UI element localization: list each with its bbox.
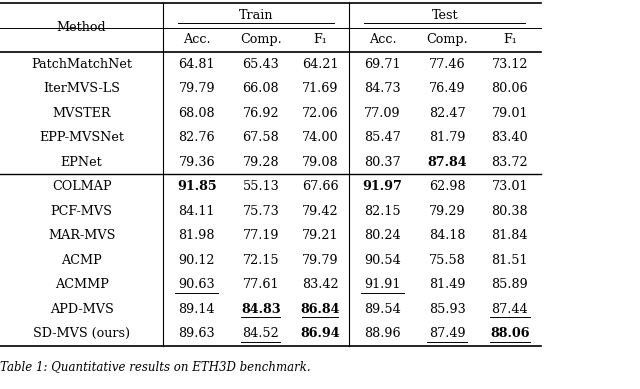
Text: F₁: F₁ xyxy=(503,33,516,46)
Text: 84.11: 84.11 xyxy=(179,205,215,218)
Text: 84.18: 84.18 xyxy=(429,229,466,242)
Text: ACMMP: ACMMP xyxy=(54,278,109,291)
Text: Acc.: Acc. xyxy=(183,33,211,46)
Text: Method: Method xyxy=(57,21,106,34)
Text: 79.79: 79.79 xyxy=(179,82,215,95)
Text: 85.93: 85.93 xyxy=(429,303,466,316)
Text: PCF-MVS: PCF-MVS xyxy=(51,205,113,218)
Text: ACMP: ACMP xyxy=(61,254,102,267)
Text: IterMVS-LS: IterMVS-LS xyxy=(43,82,120,95)
Text: 71.69: 71.69 xyxy=(301,82,339,95)
Text: 77.09: 77.09 xyxy=(364,107,401,120)
Text: 73.01: 73.01 xyxy=(492,180,528,193)
Text: 67.66: 67.66 xyxy=(301,180,339,193)
Text: 69.71: 69.71 xyxy=(364,58,401,71)
Text: 89.54: 89.54 xyxy=(364,303,401,316)
Text: 91.97: 91.97 xyxy=(362,180,403,193)
Text: 73.12: 73.12 xyxy=(492,58,528,71)
Text: 82.47: 82.47 xyxy=(429,107,466,120)
Text: 88.06: 88.06 xyxy=(490,327,529,340)
Text: 80.06: 80.06 xyxy=(492,82,528,95)
Text: 87.84: 87.84 xyxy=(428,156,467,169)
Text: COLMAP: COLMAP xyxy=(52,180,111,193)
Text: 76.92: 76.92 xyxy=(243,107,279,120)
Text: 80.24: 80.24 xyxy=(364,229,401,242)
Text: 84.83: 84.83 xyxy=(241,303,280,316)
Text: F₁: F₁ xyxy=(313,33,327,46)
Text: 79.79: 79.79 xyxy=(301,254,339,267)
Text: 72.06: 72.06 xyxy=(301,107,339,120)
Text: APD-MVS: APD-MVS xyxy=(50,303,113,316)
Text: 76.49: 76.49 xyxy=(429,82,466,95)
Text: Train: Train xyxy=(239,9,273,22)
Text: Comp.: Comp. xyxy=(426,33,468,46)
Text: 84.52: 84.52 xyxy=(243,327,279,340)
Text: SD-MVS (ours): SD-MVS (ours) xyxy=(33,327,130,340)
Text: 84.73: 84.73 xyxy=(364,82,401,95)
Text: 62.98: 62.98 xyxy=(429,180,466,193)
Text: 64.81: 64.81 xyxy=(179,58,215,71)
Text: 83.42: 83.42 xyxy=(301,278,339,291)
Text: 64.21: 64.21 xyxy=(301,58,339,71)
Text: 91.91: 91.91 xyxy=(364,278,401,291)
Text: PatchMatchNet: PatchMatchNet xyxy=(31,58,132,71)
Text: 79.36: 79.36 xyxy=(179,156,215,169)
Text: 79.01: 79.01 xyxy=(492,107,528,120)
Text: 75.58: 75.58 xyxy=(429,254,466,267)
Text: 85.89: 85.89 xyxy=(492,278,528,291)
Text: 55.13: 55.13 xyxy=(243,180,279,193)
Text: 65.43: 65.43 xyxy=(243,58,279,71)
Text: 90.12: 90.12 xyxy=(179,254,215,267)
Text: 77.61: 77.61 xyxy=(243,278,279,291)
Text: 83.72: 83.72 xyxy=(492,156,528,169)
Text: 80.37: 80.37 xyxy=(364,156,401,169)
Text: 91.85: 91.85 xyxy=(177,180,216,193)
Text: 81.79: 81.79 xyxy=(429,131,466,144)
Text: 81.51: 81.51 xyxy=(492,254,528,267)
Text: 83.40: 83.40 xyxy=(492,131,528,144)
Text: Acc.: Acc. xyxy=(369,33,396,46)
Text: 75.73: 75.73 xyxy=(243,205,279,218)
Text: 66.08: 66.08 xyxy=(243,82,279,95)
Text: 87.49: 87.49 xyxy=(429,327,466,340)
Text: 89.63: 89.63 xyxy=(179,327,215,340)
Text: 81.84: 81.84 xyxy=(492,229,528,242)
Text: 68.08: 68.08 xyxy=(179,107,215,120)
Text: 81.49: 81.49 xyxy=(429,278,466,291)
Text: Table 1: Quantitative results on ETH3D benchmark.: Table 1: Quantitative results on ETH3D b… xyxy=(0,360,310,373)
Text: 88.96: 88.96 xyxy=(364,327,401,340)
Text: 77.19: 77.19 xyxy=(243,229,279,242)
Text: 80.38: 80.38 xyxy=(492,205,528,218)
Text: 74.00: 74.00 xyxy=(301,131,339,144)
Text: Test: Test xyxy=(431,9,458,22)
Text: 86.84: 86.84 xyxy=(300,303,340,316)
Text: 82.76: 82.76 xyxy=(179,131,215,144)
Text: EPP-MVSNet: EPP-MVSNet xyxy=(39,131,124,144)
Text: 90.54: 90.54 xyxy=(364,254,401,267)
Text: 90.63: 90.63 xyxy=(179,278,215,291)
Text: Comp.: Comp. xyxy=(240,33,282,46)
Text: 79.21: 79.21 xyxy=(301,229,339,242)
Text: MAR-MVS: MAR-MVS xyxy=(48,229,115,242)
Text: 87.44: 87.44 xyxy=(492,303,528,316)
Text: 72.15: 72.15 xyxy=(243,254,279,267)
Text: 67.58: 67.58 xyxy=(243,131,279,144)
Text: 81.98: 81.98 xyxy=(179,229,215,242)
Text: 82.15: 82.15 xyxy=(364,205,401,218)
Text: 79.08: 79.08 xyxy=(301,156,339,169)
Text: 86.94: 86.94 xyxy=(300,327,340,340)
Text: EPNet: EPNet xyxy=(61,156,102,169)
Text: 79.42: 79.42 xyxy=(301,205,339,218)
Text: MVSTER: MVSTER xyxy=(52,107,111,120)
Text: 89.14: 89.14 xyxy=(179,303,215,316)
Text: 85.47: 85.47 xyxy=(364,131,401,144)
Text: 79.29: 79.29 xyxy=(429,205,466,218)
Text: 77.46: 77.46 xyxy=(429,58,466,71)
Text: 79.28: 79.28 xyxy=(243,156,279,169)
